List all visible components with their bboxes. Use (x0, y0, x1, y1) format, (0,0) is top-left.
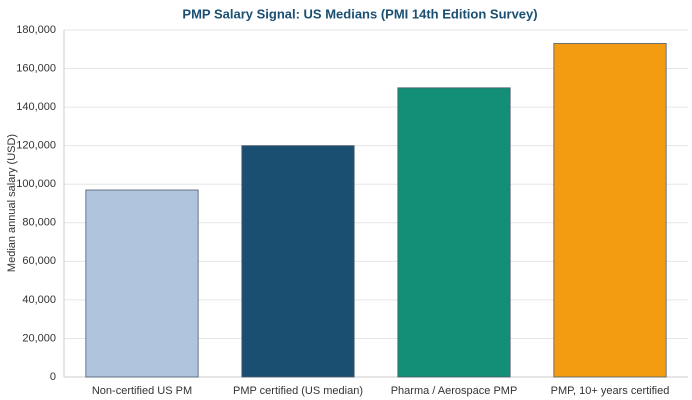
x-tick-label: Pharma / Aerospace PMP (391, 385, 518, 397)
y-tick-label: 140,000 (16, 101, 56, 113)
y-tick-label: 120,000 (16, 140, 56, 152)
y-tick-label: 180,000 (16, 24, 56, 36)
chart-title: PMP Salary Signal: US Medians (PMI 14th … (182, 6, 537, 21)
bar (241, 145, 355, 378)
y-axis-label: Median annual salary (USD) (6, 134, 18, 272)
y-tick-label: 100,000 (16, 178, 56, 190)
y-tick-label: 160,000 (16, 62, 56, 74)
bar (397, 87, 511, 378)
y-tick-label: 40,000 (22, 294, 56, 306)
bar (553, 43, 667, 378)
y-tick-label: 20,000 (22, 332, 56, 344)
x-tick-label: PMP certified (US median) (233, 385, 363, 397)
bar (85, 189, 199, 378)
y-tick-label: 0 (50, 371, 56, 383)
x-tick-label: Non-certified US PM (92, 385, 192, 397)
y-tick-label: 60,000 (22, 255, 56, 267)
x-tick-label: PMP, 10+ years certified (551, 385, 670, 397)
y-tick-label: 80,000 (22, 217, 56, 229)
